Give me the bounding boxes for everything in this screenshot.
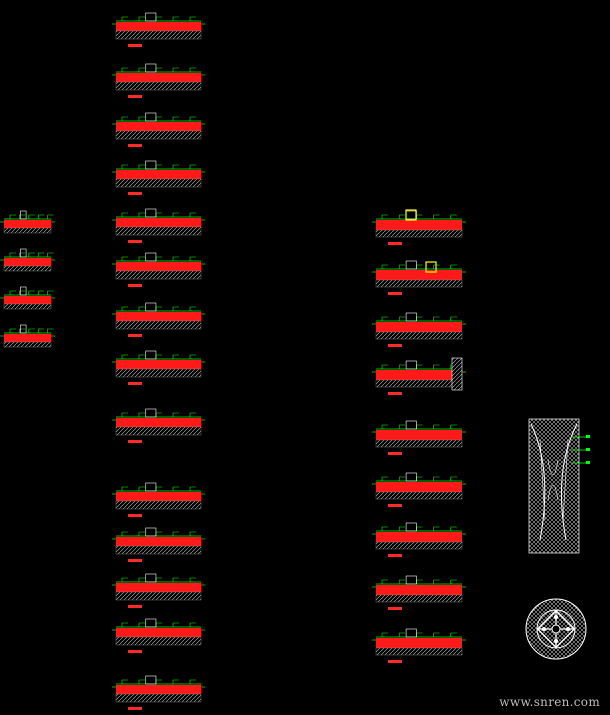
wall-hatch (451, 357, 463, 391)
section-detail (112, 675, 205, 710)
watermark: www.snren.com (499, 695, 600, 709)
section-detail (112, 63, 205, 98)
section-detail (112, 350, 205, 385)
section-detail (372, 210, 466, 245)
section-detail (372, 312, 466, 347)
section-detail (112, 302, 205, 337)
section-detail (0, 210, 55, 234)
section-detail (112, 573, 205, 608)
section-detail (112, 527, 205, 562)
section-detail (112, 112, 205, 147)
section-detail (112, 408, 205, 443)
section-detail (372, 522, 466, 557)
section-detail (112, 252, 205, 287)
highlight-post (405, 209, 417, 221)
paving-plan-detail (528, 418, 590, 554)
highlight-post (425, 261, 437, 273)
section-detail (372, 628, 466, 663)
section-detail (0, 286, 55, 310)
section-detail (112, 208, 205, 243)
section-detail (112, 160, 205, 195)
circular-paving-medallion (525, 598, 587, 660)
section-detail (112, 482, 205, 517)
section-detail (372, 575, 466, 610)
section-detail (0, 248, 55, 272)
section-detail (372, 472, 466, 507)
section-detail (112, 618, 205, 653)
section-detail (112, 12, 205, 47)
section-details-group (0, 12, 466, 710)
section-detail (372, 260, 466, 295)
section-detail (0, 324, 55, 348)
section-detail (372, 420, 466, 455)
